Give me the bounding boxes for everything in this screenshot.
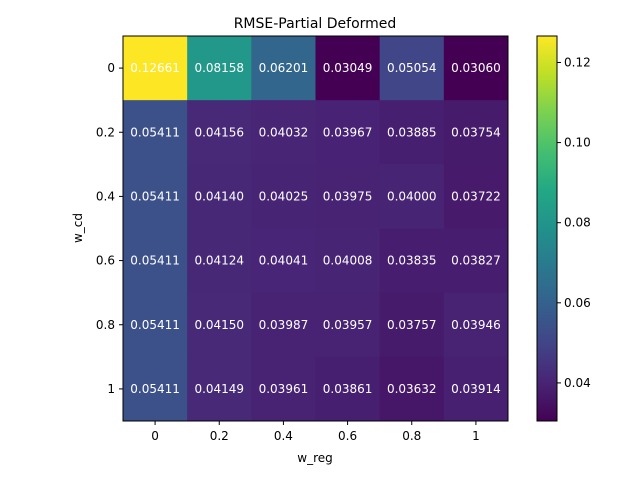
x-axis-ticks: 0 0.2 0.4 0.6 0.8 1 xyxy=(151,421,480,443)
y-tick-label: 0.4 xyxy=(96,189,115,203)
colorbar-tick-label: 0.10 xyxy=(564,136,591,150)
heatmap-cell xyxy=(123,164,188,229)
cell-label: 0.03967 xyxy=(323,125,373,139)
cell-label: 0.03757 xyxy=(387,318,437,332)
heatmap-cell xyxy=(251,36,316,101)
y-axis-label: w_cd xyxy=(71,213,85,243)
cell-label: 0.04149 xyxy=(194,382,244,396)
cell-label: 0.03835 xyxy=(387,254,437,268)
cell-label: 0.03827 xyxy=(451,254,501,268)
cell-label: 0.04000 xyxy=(387,189,437,203)
cell-label: 0.04041 xyxy=(259,254,309,268)
heatmap-cell xyxy=(251,356,316,422)
colorbar xyxy=(536,35,558,422)
cell-label: 0.03049 xyxy=(323,61,373,75)
y-tick-label: 0 xyxy=(107,61,115,75)
y-tick-label: 1 xyxy=(107,382,115,396)
cell-label: 0.06201 xyxy=(259,61,309,75)
y-tick-label: 0.6 xyxy=(96,254,115,268)
heatmap-cell xyxy=(315,100,381,165)
x-tick-label: 0.4 xyxy=(274,429,293,443)
cell-label: 0.12661 xyxy=(130,61,180,75)
heatmap-cell xyxy=(443,228,509,294)
cell-label: 0.04008 xyxy=(323,254,373,268)
y-tick-label: 0.8 xyxy=(96,318,115,332)
heatmap-cell xyxy=(315,228,381,294)
heatmap-cell xyxy=(123,356,188,422)
cell-label: 0.03060 xyxy=(451,61,501,75)
heatmap-cell xyxy=(379,228,445,294)
x-tick-label: 1 xyxy=(472,429,480,443)
cell-label: 0.04124 xyxy=(194,254,244,268)
cell-label: 0.03632 xyxy=(387,382,437,396)
heatmap-cell xyxy=(315,164,381,229)
heatmap-cell xyxy=(379,292,445,358)
x-tick-label: 0 xyxy=(151,429,159,443)
heatmap-cell xyxy=(251,164,316,229)
heatmap-cell xyxy=(187,292,252,358)
y-axis-ticks: 0 0.2 0.4 0.6 0.8 1 xyxy=(96,61,123,396)
heatmap-cell xyxy=(443,100,509,165)
x-tick-label: 0.8 xyxy=(402,429,421,443)
heatmap-cell xyxy=(187,228,252,294)
cell-label: 0.03861 xyxy=(323,382,373,396)
heatmap-cell xyxy=(315,356,381,422)
heatmap-cell xyxy=(187,100,252,165)
heatmap-cell xyxy=(123,228,188,294)
heatmap-cell xyxy=(187,36,252,101)
colorbar-ticks: 0.04 0.06 0.08 0.10 0.12 xyxy=(557,55,591,390)
heatmap-cell xyxy=(443,292,509,358)
heatmap-cell xyxy=(443,164,509,229)
cell-label: 0.03885 xyxy=(387,125,437,139)
x-axis-label: w_reg xyxy=(297,451,332,465)
cell-label: 0.05411 xyxy=(130,382,180,396)
chart-title: RMSE-Partial Deformed xyxy=(234,16,397,32)
heatmap-cell xyxy=(379,356,445,422)
heatmap-cell xyxy=(315,36,381,101)
cell-label: 0.05054 xyxy=(387,61,437,75)
heatmap-cell xyxy=(251,292,316,358)
heatmap-cell xyxy=(315,292,381,358)
heatmap-cell xyxy=(123,292,188,358)
cell-label: 0.03975 xyxy=(323,189,373,203)
heatmap-cell xyxy=(251,100,316,165)
cell-label: 0.03946 xyxy=(451,318,501,332)
cell-label: 0.03987 xyxy=(259,318,309,332)
cell-label: 0.04032 xyxy=(259,125,309,139)
cell-label: 0.03754 xyxy=(451,125,501,139)
cell-label: 0.04150 xyxy=(194,318,244,332)
cell-label: 0.05411 xyxy=(130,254,180,268)
heatmap-cell xyxy=(379,36,445,101)
heatmap-cell xyxy=(379,100,445,165)
x-tick-label: 0.2 xyxy=(210,429,229,443)
colorbar-tick-label: 0.12 xyxy=(564,55,591,69)
plot-frame xyxy=(122,35,509,422)
heatmap-cell xyxy=(379,164,445,229)
colorbar-tick-label: 0.06 xyxy=(564,296,591,310)
cell-label: 0.04025 xyxy=(259,189,309,203)
cell-label: 0.05411 xyxy=(130,125,180,139)
cell-label: 0.03961 xyxy=(259,382,309,396)
heatmap-cells: 0.12661 0.08158 0.06201 0.03049 0.05054 0.030… xyxy=(123,36,509,422)
heatmap-cell xyxy=(251,228,316,294)
heatmap-cell xyxy=(443,36,509,101)
cell-label: 0.03957 xyxy=(323,318,373,332)
y-tick-label: 0.2 xyxy=(96,125,115,139)
cell-label: 0.08158 xyxy=(194,61,244,75)
cell-label: 0.04156 xyxy=(194,125,244,139)
cell-label: 0.03722 xyxy=(451,189,501,203)
cell-label: 0.05411 xyxy=(130,318,180,332)
colorbar-tick-label: 0.08 xyxy=(564,216,591,230)
heatmap-cell xyxy=(187,356,252,422)
colorbar-tick-label: 0.04 xyxy=(564,376,591,390)
heatmap-cell xyxy=(187,164,252,229)
cell-label: 0.03914 xyxy=(451,382,501,396)
heatmap-cell xyxy=(123,100,188,165)
heatmap-cell xyxy=(443,356,509,422)
x-tick-label: 0.6 xyxy=(338,429,357,443)
heatmap-cell xyxy=(123,36,188,101)
cell-label: 0.04140 xyxy=(194,189,244,203)
cell-label: 0.05411 xyxy=(130,189,180,203)
